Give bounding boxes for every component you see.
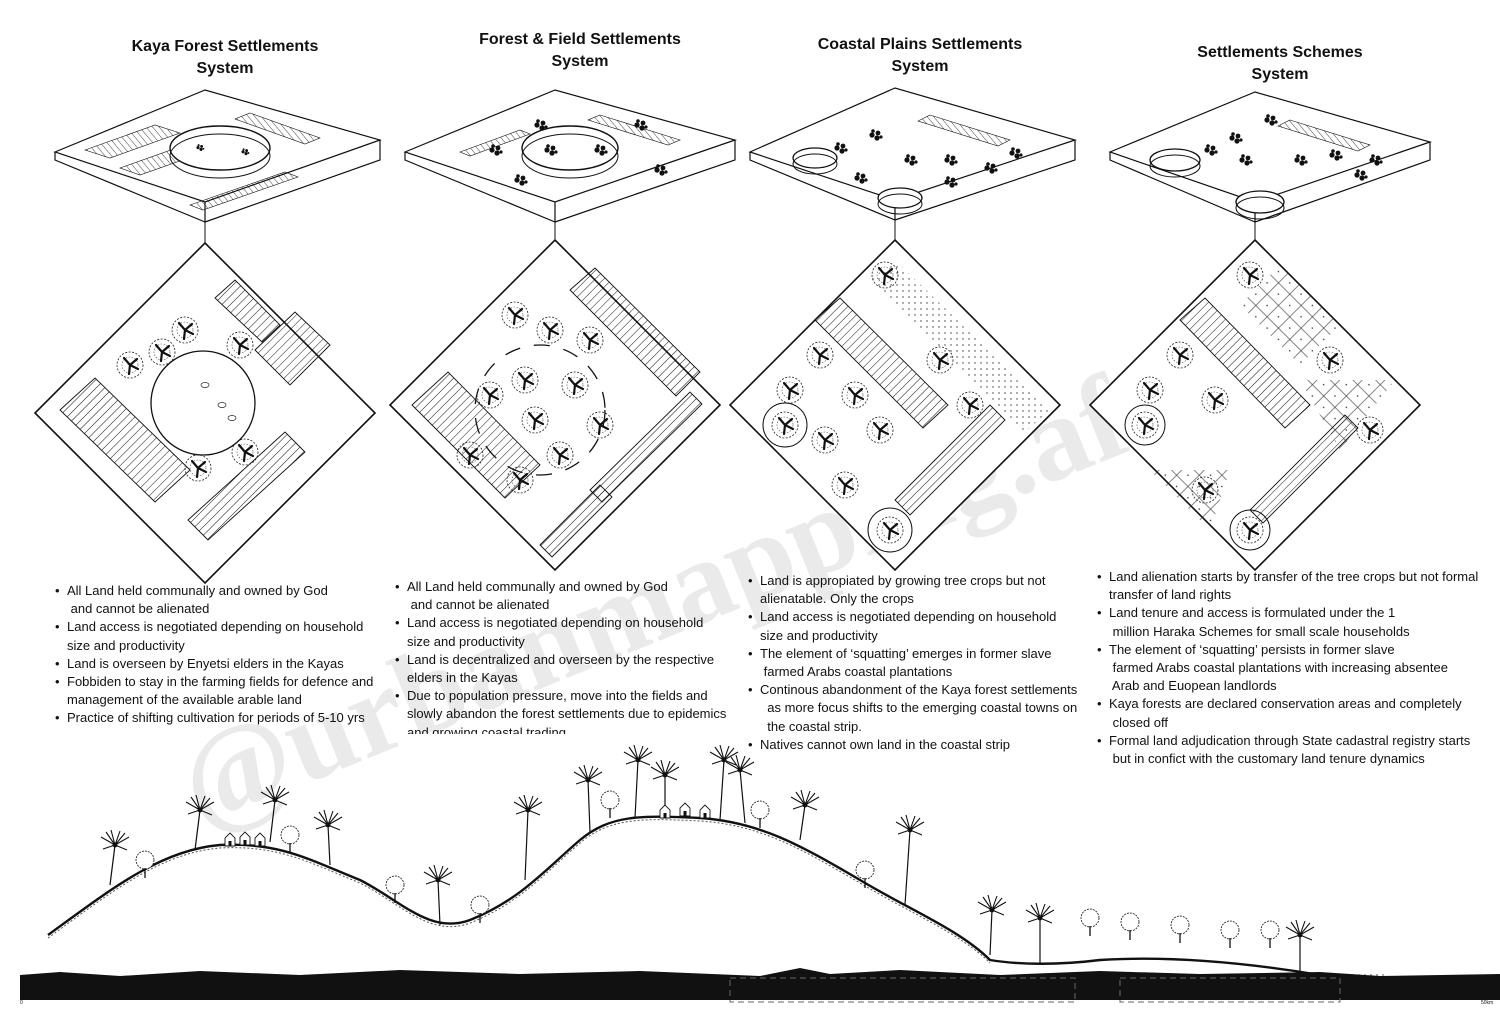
line: and cannot be alienated: [407, 597, 550, 613]
panel-2-bullet-2: Land access is negotiated depending on h…: [395, 614, 726, 650]
line: Land tenure and access is formulated und…: [1109, 605, 1396, 621]
scale-end-label: 50km: [1481, 1000, 1494, 1006]
panel-1-title: Kaya Forest Settlements System: [75, 36, 375, 80]
panel-2-isometric-box: [403, 89, 738, 245]
panel-2-title: Forest & Field Settlements System: [430, 29, 730, 73]
panel-1-bullet-2: Land access is negotiated depending on h…: [55, 618, 373, 654]
line: and cannot be alienated: [67, 601, 210, 617]
line: but in confict with the customary land t…: [1109, 751, 1425, 767]
line: farmed Arabs coastal plantations: [760, 664, 953, 680]
line: Land alienation starts by transfer of th…: [1109, 569, 1479, 584]
panel-1-plan-diamond: [33, 241, 377, 585]
panel-4-title: Settlements Schemes System: [1130, 42, 1430, 86]
line: transfer of land rights: [1109, 587, 1232, 603]
line: as more focus shifts to the emerging coa…: [760, 700, 1078, 716]
panel-2-bullet-4: Due to population pressure, move into th…: [395, 687, 726, 734]
line: closed off: [1109, 714, 1169, 730]
panel-3-title-line-1: Coastal Plains Settlements: [817, 36, 1023, 53]
panel-2-plan-diamond: [388, 238, 722, 572]
panel-3-bullets: Land is appropiated by growing tree crop…: [748, 572, 1077, 754]
line: Kaya forests are declared conservation a…: [1109, 696, 1462, 712]
panel-4-bullet-5: Formal land adjudication through State c…: [1097, 732, 1478, 768]
panel-4-plan-diamond: [1088, 238, 1422, 572]
line: Formal land adjudication through State c…: [1109, 732, 1471, 748]
panel-3-bullet-5: Natives cannot own land in the coastal s…: [748, 736, 1077, 754]
panel-4-bullet-3: The element of ‘squatting’ persists in f…: [1097, 641, 1478, 696]
line: Land access is negotiated depending on h…: [407, 615, 704, 631]
line: Continous abandonment of the Kaya forest…: [760, 682, 1078, 698]
line: Land is decentralized and overseen by th…: [407, 651, 715, 667]
line: Arab and Euopean landlords: [1109, 678, 1277, 694]
panel-2-title-line-1: Forest & Field Settlements: [479, 31, 681, 48]
panel-2-bullet-3: Land is decentralized and overseen by th…: [395, 651, 726, 687]
line: Land is overseen by Enyetsi elders in th…: [67, 655, 344, 671]
panel-3-bullet-2: Land access is negotiated depending on h…: [748, 608, 1077, 644]
panel-4-title-line-2: System: [1251, 66, 1309, 83]
line: size and productivity: [407, 633, 525, 649]
line: Land access is negotiated depending on h…: [760, 609, 1057, 625]
scale-start-label: 0: [20, 1000, 23, 1006]
line: The element of ‘squatting’ persists in f…: [1109, 641, 1395, 657]
panel-2-title-line-2: System: [551, 53, 609, 70]
line: The element of ‘squatting’ emerges in fo…: [760, 645, 1052, 661]
line: management of the available arable land: [67, 692, 302, 708]
panel-1-bullet-3: Land is overseen by Enyetsi elders in th…: [55, 655, 373, 673]
panel-3-plan-diamond: [728, 238, 1062, 572]
line: Natives cannot own land in the coastal s…: [760, 736, 1011, 752]
panel-1-bullet-5: Practice of shifting cultivation for per…: [55, 709, 373, 727]
panel-3-isometric-box: [748, 87, 1078, 244]
panel-1-title-line-2: System: [196, 60, 254, 77]
panel-4-isometric-box: [1108, 91, 1433, 244]
panel-1-bullet-4: Fobbiden to stay in the farming fields f…: [55, 673, 373, 709]
line: the coastal strip.: [760, 718, 862, 734]
line: alienatable. Only the crops: [760, 591, 914, 607]
panel-4-bullet-1: Land alienation starts by transfer of th…: [1097, 568, 1478, 604]
line: Practice of shifting cultivation for per…: [67, 710, 365, 726]
line: size and productivity: [760, 627, 878, 643]
panel-4-title-line-1: Settlements Schemes: [1197, 44, 1363, 61]
line: and growing coastal trading: [407, 724, 566, 734]
panel-4-bullet-2: Land tenure and access is formulated und…: [1097, 604, 1478, 640]
panel-1-bullet-1: All Land held communally and owned by Go…: [55, 582, 373, 618]
line: Land access is negotiated depending on h…: [67, 619, 364, 635]
line: farmed Arabs coastal plantations with in…: [1109, 660, 1448, 676]
line: size and productivity: [67, 637, 185, 653]
panel-4-bullets: Land alienation starts by transfer of th…: [1097, 568, 1478, 768]
panel-2-bullet-1: All Land held communally and owned by Go…: [395, 578, 726, 614]
panel-3-bullet-4: Continous abandonment of the Kaya forest…: [748, 681, 1077, 736]
line: Due to population pressure, move into th…: [407, 688, 708, 704]
panel-4-bullet-4: Kaya forests are declared conservation a…: [1097, 695, 1478, 731]
panel-2-bullets: All Land held communally and owned by Go…: [395, 578, 726, 734]
panel-1-title-line-1: Kaya Forest Settlements: [131, 38, 319, 55]
panel-1-bullets: All Land held communally and owned by Go…: [55, 582, 373, 728]
line: Land is appropiated by growing tree crop…: [760, 573, 1046, 588]
panel-3-bullet-1: Land is appropiated by growing tree crop…: [748, 572, 1077, 608]
panel-1-isometric-box: [53, 89, 382, 248]
line: All Land held communally and owned by Go…: [67, 583, 328, 598]
terrain-section: [20, 744, 1500, 1003]
line: All Land held communally and owned by Go…: [407, 579, 668, 594]
panel-3-title: Coastal Plains Settlements System: [770, 34, 1070, 78]
line: million Haraka Schemes for small scale h…: [1109, 623, 1410, 639]
line: elders in the Kayas: [407, 670, 518, 686]
panel-3-title-line-2: System: [891, 58, 949, 75]
line: slowly abandon the forest settlements du…: [407, 706, 727, 722]
line: Fobbiden to stay in the farming fields f…: [67, 674, 374, 690]
panel-3-bullet-3: The element of ‘squatting’ emerges in fo…: [748, 645, 1077, 681]
